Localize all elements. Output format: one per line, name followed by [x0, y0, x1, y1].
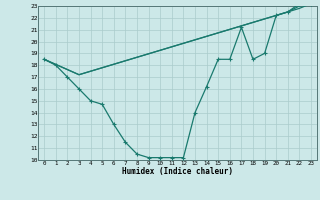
X-axis label: Humidex (Indice chaleur): Humidex (Indice chaleur)	[122, 167, 233, 176]
